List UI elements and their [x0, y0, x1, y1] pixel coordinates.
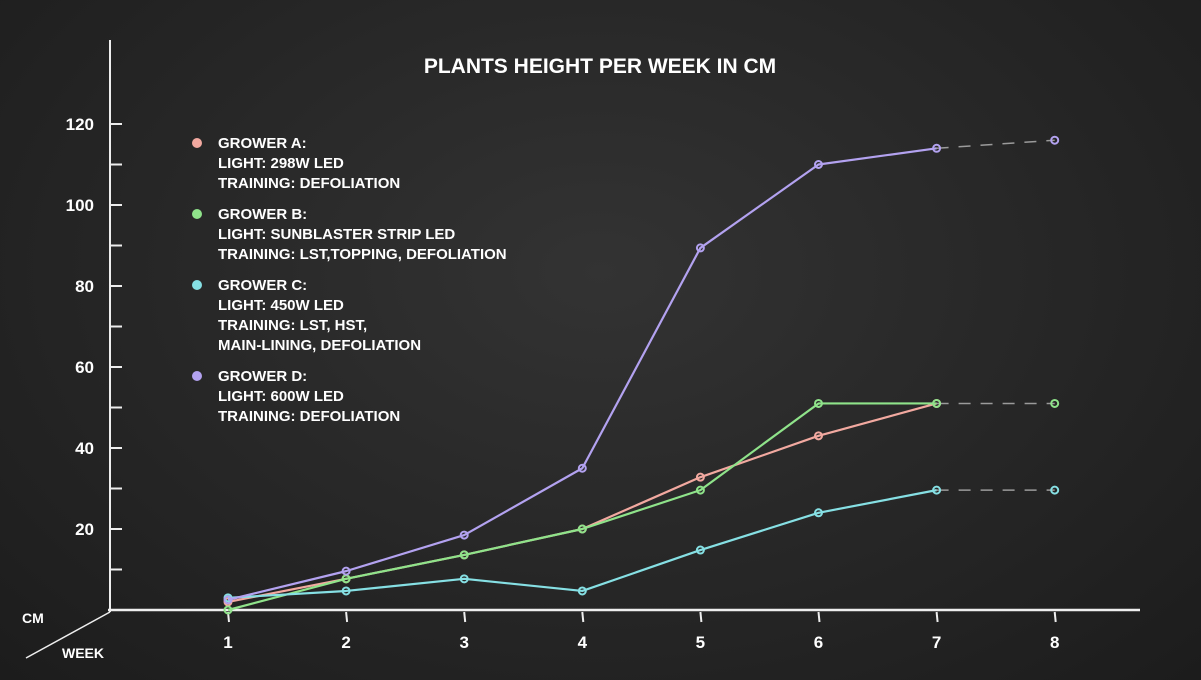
- projected-line: [936, 139, 1055, 150]
- legend-title: GROWER D:: [218, 368, 307, 385]
- legend-detail: TRAINING: DEFOLIATION: [218, 175, 400, 192]
- legend-detail: LIGHT: 450W LED: [218, 297, 344, 314]
- legend-detail: LIGHT: 298W LED: [218, 155, 344, 172]
- x-tick-label: 4: [578, 633, 588, 652]
- y-tick-label: 100: [66, 196, 94, 215]
- chart-title: PLANTS HEIGHT PER WEEK IN CM: [424, 55, 776, 78]
- y-tick-label: 20: [75, 520, 94, 539]
- x-tick-label: 5: [696, 633, 705, 652]
- data-point: [814, 160, 823, 169]
- x-tick-label: 7: [932, 633, 941, 652]
- data-point: [695, 485, 705, 495]
- data-point: [814, 508, 823, 518]
- series-line-1: [227, 402, 937, 612]
- x-tick-label: 8: [1050, 633, 1059, 652]
- legend-marker: [192, 209, 202, 219]
- x-tick-label: 6: [814, 633, 823, 652]
- data-point: [695, 472, 705, 482]
- legend-detail: TRAINING: LST,TOPPING, DEFOLIATION: [218, 246, 507, 263]
- x-tick: [581, 611, 585, 623]
- data-point: [459, 574, 469, 584]
- series-line-3: [227, 147, 937, 601]
- x-tick: [1053, 611, 1057, 623]
- legend-title: GROWER C:: [218, 277, 307, 294]
- x-tick: [699, 611, 703, 623]
- x-tick-label: 1: [223, 633, 232, 652]
- legend-detail: MAIN-LINING, DEFOLIATION: [218, 337, 421, 354]
- series-line-0: [227, 402, 937, 603]
- x-tick: [345, 611, 349, 623]
- data-point: [695, 243, 705, 253]
- legend-detail: LIGHT: 600W LED: [218, 388, 344, 405]
- data-point: [814, 431, 823, 441]
- x-tick-label: 3: [459, 633, 468, 652]
- legend-title: GROWER A:: [218, 135, 307, 152]
- legend-detail: TRAINING: LST, HST,: [218, 317, 367, 334]
- y-axis-label: CM: [22, 610, 44, 626]
- data-point: [577, 463, 587, 473]
- legend-title: GROWER B:: [218, 206, 307, 223]
- data-point: [1050, 485, 1060, 495]
- data-point: [223, 595, 233, 605]
- x-tick: [935, 611, 939, 623]
- data-point: [577, 524, 587, 534]
- depth-axis: [25, 611, 111, 659]
- legend-detail: LIGHT: SUNBLASTER STRIP LED: [218, 226, 455, 243]
- data-point: [814, 398, 823, 408]
- data-point: [1050, 135, 1060, 145]
- data-point: [577, 586, 587, 596]
- data-point: [341, 586, 351, 596]
- data-point: [932, 398, 942, 408]
- x-tick: [817, 611, 821, 623]
- data-point: [932, 143, 942, 153]
- y-tick-label: 120: [66, 115, 94, 134]
- data-point: [459, 550, 469, 560]
- x-tick-label: 2: [341, 633, 350, 652]
- x-tick: [463, 611, 467, 623]
- data-point: [341, 566, 351, 576]
- legend-marker: [192, 280, 202, 290]
- data-point: [695, 545, 705, 555]
- legend-detail: TRAINING: DEFOLIATION: [218, 408, 400, 425]
- data-point: [932, 485, 942, 495]
- legend-marker: [192, 138, 202, 148]
- x-axis-label: WEEK: [62, 645, 104, 661]
- y-tick-label: 80: [75, 277, 94, 296]
- data-point: [459, 530, 469, 540]
- y-tick-label: 40: [75, 439, 94, 458]
- data-point: [1050, 398, 1060, 408]
- y-tick-label: 60: [75, 358, 94, 377]
- data-point: [223, 605, 233, 615]
- legend-marker: [192, 371, 202, 381]
- series-line-2: [227, 489, 937, 599]
